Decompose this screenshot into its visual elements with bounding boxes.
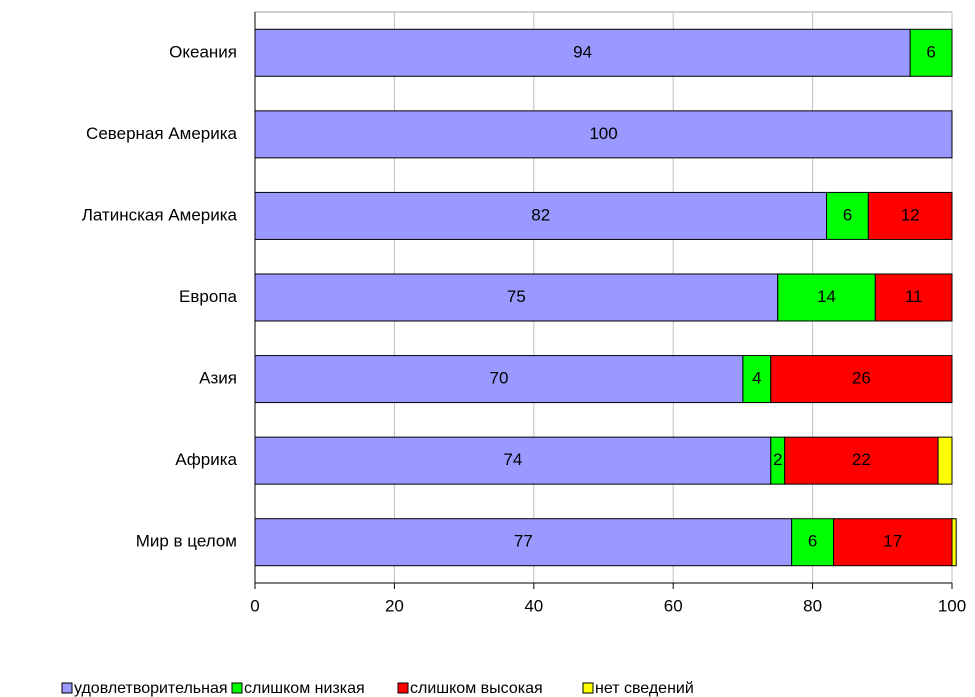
data-label: 77 bbox=[514, 532, 533, 551]
x-tick-label: 40 bbox=[524, 596, 543, 615]
y-tick-label: Мир в целом bbox=[136, 532, 237, 551]
data-label: 94 bbox=[573, 42, 592, 61]
data-label: 100 bbox=[589, 124, 617, 143]
data-label: 14 bbox=[817, 287, 836, 306]
bar-segment bbox=[777, 273, 876, 322]
y-tick-label: Северная Америка bbox=[86, 124, 237, 143]
legend-swatch bbox=[231, 682, 243, 694]
data-label: 74 bbox=[503, 450, 522, 469]
data-label: 12 bbox=[901, 205, 920, 224]
data-label: 6 bbox=[926, 42, 935, 61]
data-label: 11 bbox=[905, 287, 923, 306]
data-label: 4 bbox=[752, 369, 761, 388]
x-tick-label: 20 bbox=[385, 596, 404, 615]
data-label: 2 bbox=[773, 450, 782, 469]
y-tick-label: Океания bbox=[169, 42, 237, 61]
data-label: 70 bbox=[489, 369, 508, 388]
y-tick-label: Латинская Америка bbox=[82, 205, 238, 224]
y-tick-label: Азия bbox=[199, 369, 237, 388]
data-label: 17 bbox=[883, 532, 902, 551]
bar-segment bbox=[826, 191, 869, 240]
legend-swatch bbox=[582, 682, 594, 694]
data-label: 82 bbox=[531, 205, 550, 224]
data-label: 26 bbox=[852, 369, 871, 388]
bar-segment bbox=[784, 436, 939, 485]
x-tick-label: 100 bbox=[938, 596, 966, 615]
x-tick-label: 0 bbox=[250, 596, 259, 615]
bar-segment bbox=[937, 436, 953, 485]
bar-segment bbox=[874, 273, 953, 322]
x-tick-label: 60 bbox=[664, 596, 683, 615]
bar-segment bbox=[791, 518, 835, 567]
bar-segment bbox=[951, 518, 957, 567]
data-label: 6 bbox=[843, 205, 852, 224]
legend-label: нет сведений bbox=[595, 680, 694, 697]
bar-segment bbox=[254, 191, 828, 240]
data-label: 22 bbox=[852, 450, 871, 469]
bar-segment bbox=[770, 355, 953, 404]
legend-swatch bbox=[61, 682, 73, 694]
bar-segment bbox=[909, 28, 953, 77]
bar-segment bbox=[254, 110, 953, 159]
bar-segment bbox=[254, 436, 772, 485]
bar-segment bbox=[833, 518, 953, 567]
legend-label: удовлетворительная bbox=[74, 680, 228, 697]
x-tick-label: 80 bbox=[803, 596, 822, 615]
data-label: 75 bbox=[507, 287, 526, 306]
legend-swatch bbox=[397, 682, 409, 694]
bar-segment bbox=[254, 355, 744, 404]
y-tick-label: Африка bbox=[175, 450, 237, 469]
legend-label: слишком высокая bbox=[410, 680, 543, 697]
y-tick-label: Европа bbox=[179, 287, 237, 306]
bar-segment bbox=[254, 273, 779, 322]
bar-segment bbox=[254, 28, 911, 77]
legend-label: слишком низкая bbox=[244, 680, 365, 697]
bar-segment bbox=[867, 191, 953, 240]
data-label: 6 bbox=[808, 532, 817, 551]
bar-segment bbox=[254, 518, 793, 567]
